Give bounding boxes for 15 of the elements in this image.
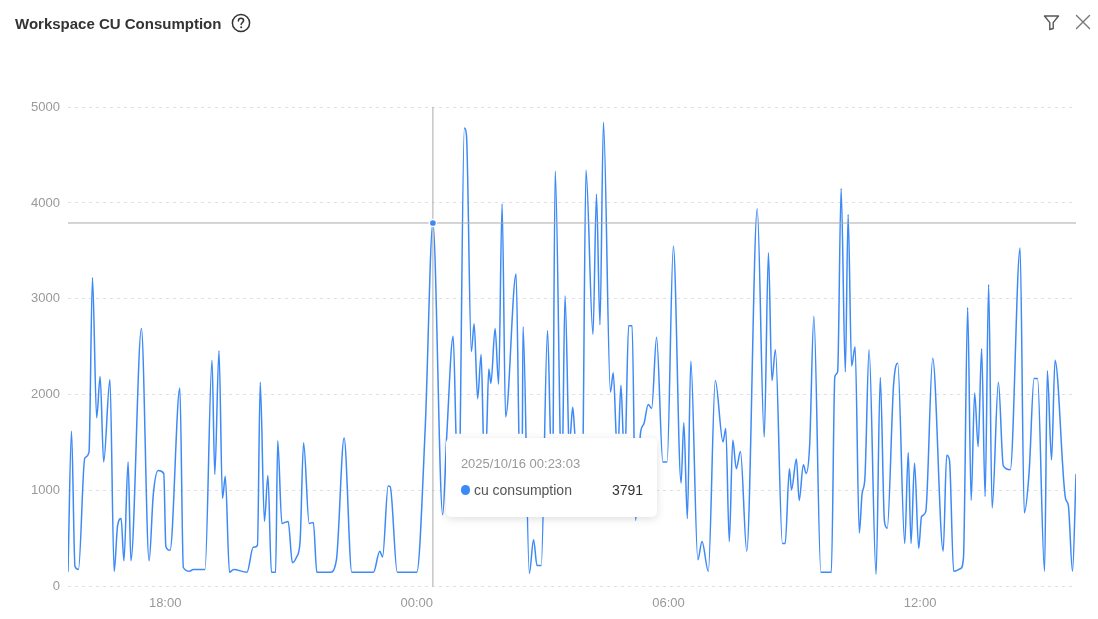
y-tick-label: 0	[52, 578, 60, 594]
annotation: 2025/10/16 00:23:03	[460, 456, 581, 473]
x-tick-label: 12:00	[903, 595, 937, 611]
chart-title: Workspace CU Consumption	[15, 14, 222, 32]
x-tick-label: 18:00	[148, 595, 182, 611]
tooltip: 2025/10/16 00:23:03 cu consumption 3791	[445, 437, 658, 517]
annotation: 3791	[611, 481, 644, 499]
y-tick-label: 2000	[31, 386, 60, 402]
x-tick-label: 06:00	[652, 595, 685, 611]
x-tick-label: 00:00	[400, 595, 434, 611]
y-tick-label: 3000	[31, 290, 60, 306]
legend-label: cu consumption	[473, 481, 572, 499]
y-tick-label: 4000	[31, 194, 60, 210]
y-tick-label: 5000	[31, 98, 60, 114]
y-tick-label: 1000	[31, 482, 60, 498]
